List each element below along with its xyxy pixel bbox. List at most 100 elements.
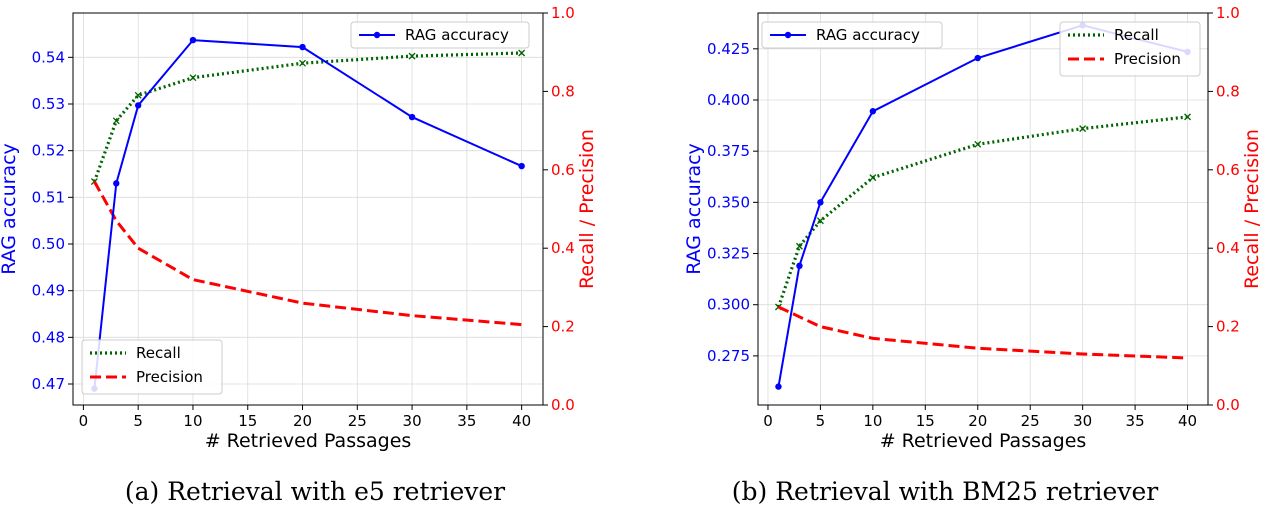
y-right-tick-label: 0.6: [1216, 161, 1240, 179]
y-left-tick-label: 0.425: [707, 40, 750, 58]
x-tick-label: 35: [1126, 412, 1145, 430]
x-tick-label: 20: [968, 412, 987, 430]
data-point-recall: [1079, 125, 1087, 133]
legend: Recall Precision: [81, 339, 223, 395]
series-line-precision: [777, 305, 1188, 360]
y-right-tick-label: 1.0: [551, 4, 575, 22]
data-point-rag-accuracy: [408, 113, 416, 121]
y-left-tick-label: 0.52: [32, 142, 65, 160]
x-tick-label: 15: [238, 412, 257, 430]
y-right-tick-label: 0.0: [1216, 396, 1240, 414]
data-point-recall: [816, 217, 824, 225]
x-tick-label: 15: [916, 412, 935, 430]
data-point-rag-accuracy: [299, 43, 306, 51]
y-left-tick-label: 0.53: [32, 95, 65, 113]
y-right-tick-label: 0.2: [1216, 318, 1240, 336]
y-right-tick-label: 0.0: [551, 396, 575, 414]
data-point-recall: [974, 140, 982, 148]
legend-label: RAG accuracy: [816, 26, 920, 44]
y-right-tick-label: 0.4: [1216, 239, 1240, 257]
data-point-recall: [189, 74, 197, 82]
series-line-recall: [92, 51, 522, 183]
legend: RAG accuracy: [350, 21, 530, 49]
y-left-tick-label: 0.350: [707, 193, 750, 211]
y-right-axis-label: Recall / Precision: [576, 129, 598, 289]
legend-label: Recall: [136, 344, 181, 362]
data-point-rag-accuracy: [974, 54, 981, 62]
legend: RAG accuracy: [761, 21, 943, 49]
y-right-tick-label: 0.2: [551, 318, 575, 336]
x-tick-label: 10: [183, 412, 202, 430]
data-point-rag-accuracy: [134, 102, 142, 109]
y-right-tick-label: 0.6: [551, 161, 575, 179]
y-left-tick-label: 0.300: [707, 296, 750, 314]
data-point-rag-accuracy: [869, 108, 877, 115]
y-left-tick-label: 0.51: [32, 188, 65, 206]
y-left-tick-label: 0.50: [32, 235, 65, 253]
x-tick-label: 5: [133, 412, 143, 430]
y-left-tick-label: 0.400: [707, 91, 750, 109]
x-tick-label: 0: [763, 412, 773, 430]
y-left-tick-label: 0.47: [32, 375, 65, 393]
x-axis-label: # Retrieved Passages: [880, 430, 1087, 452]
x-tick-label: 40: [512, 412, 531, 430]
y-left-axis-label: RAG accuracy: [683, 143, 705, 275]
x-tick-label: 35: [457, 412, 476, 430]
panel-a: 0 5 10 15 20 25 30 35 40 0.47 0.48 0.49 0.50 0.51 0.52…: [0, 4, 598, 452]
plot-frame: [72, 12, 544, 406]
plot-frame: [757, 12, 1209, 406]
panel-b: 0 5 10 15 20 25 30 35 40 0.275 0.300 0.325 0.350 0.37…: [683, 4, 1263, 452]
grid: [73, 13, 543, 405]
caption-b: (b) Retrieval with BM25 retriever: [732, 477, 1159, 506]
y-left-tick-label: 0.375: [707, 142, 750, 160]
legend-box: [350, 21, 530, 49]
series-line-recall: [776, 115, 1188, 308]
y-right-axis-label: Recall / Precision: [1241, 129, 1263, 289]
caption-a: (a) Retrieval with e5 retriever: [125, 477, 505, 506]
data-point-rag-accuracy: [113, 180, 120, 187]
data-point-recall: [795, 242, 803, 250]
x-tick-label: 25: [348, 412, 367, 430]
x-tick-label: 30: [403, 412, 422, 430]
y-right-tick-label: 0.4: [551, 239, 575, 257]
data-point-rag-accuracy: [189, 36, 197, 44]
data-point-rag-accuracy: [518, 162, 525, 170]
series-line-rag-accuracy: [93, 39, 523, 389]
y-left-tick-label: 0.325: [707, 245, 750, 263]
x-tick-label: 5: [816, 412, 826, 430]
x-tick-label: 0: [79, 412, 89, 430]
data-point-recall: [134, 91, 142, 99]
y-left-tick-label: 0.48: [32, 328, 65, 346]
data-point-recall: [112, 117, 120, 125]
x-tick-label: 30: [1073, 412, 1092, 430]
data-point-rag-accuracy: [775, 383, 782, 390]
data-point-recall: [869, 174, 877, 182]
data-point-recall: [1184, 113, 1192, 121]
data-point-recall: [408, 52, 416, 60]
legend-marker: [784, 31, 792, 39]
legend-label: Recall: [1114, 26, 1159, 44]
legend-marker: [373, 31, 381, 39]
x-tick-label: 20: [293, 412, 312, 430]
data-point-rag-accuracy: [817, 199, 824, 206]
x-tick-label: 25: [1021, 412, 1040, 430]
legend-box: [761, 21, 943, 49]
series-line-precision: [93, 180, 522, 327]
data-point-recall: [299, 59, 306, 67]
x-tick-label: 10: [863, 412, 882, 430]
y-left-axis-label: RAG accuracy: [0, 143, 20, 275]
legend-label: RAG accuracy: [405, 26, 509, 44]
y-right-tick-label: 1.0: [1216, 4, 1240, 22]
legend: Recall Precision: [1059, 21, 1201, 77]
legend-label: Precision: [136, 368, 203, 386]
x-axis-label: # Retrieved Passages: [205, 430, 412, 452]
y-left-tick-label: 0.54: [32, 48, 65, 66]
legend-label: Precision: [1114, 50, 1181, 68]
data-point-rag-accuracy: [796, 262, 803, 270]
y-left-tick-label: 0.49: [32, 282, 65, 300]
y-left-tick-label: 0.275: [707, 347, 750, 365]
x-tick-label: 40: [1178, 412, 1197, 430]
data-point-recall: [518, 49, 526, 57]
y-right-tick-label: 0.8: [1216, 82, 1240, 100]
